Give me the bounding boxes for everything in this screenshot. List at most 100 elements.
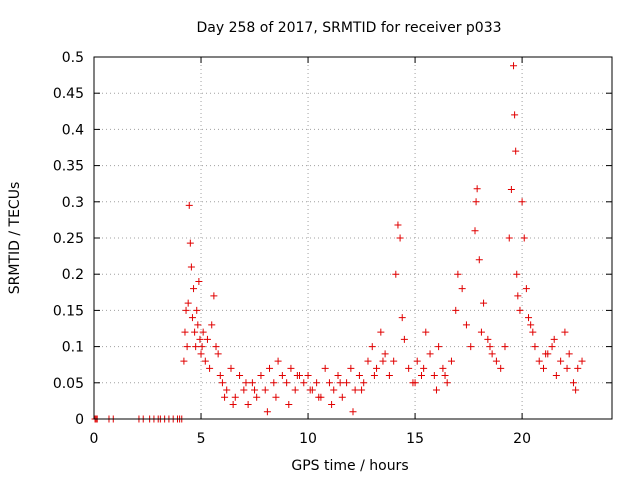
data-point — [513, 270, 521, 278]
data-point — [334, 372, 342, 380]
data-point — [313, 379, 321, 387]
data-point — [360, 379, 368, 387]
y-tick-label: 0.1 — [62, 340, 84, 356]
data-point — [535, 357, 543, 365]
data-point — [484, 335, 492, 343]
data-point — [435, 343, 443, 351]
data-point — [472, 198, 480, 206]
y-tick-label: 0.5 — [62, 50, 84, 66]
data-point — [454, 270, 462, 278]
data-point — [214, 350, 222, 358]
data-point — [364, 357, 372, 365]
data-point — [552, 372, 560, 380]
data-point — [328, 401, 336, 409]
data-point — [507, 185, 515, 193]
data-point — [392, 270, 400, 278]
data-point — [565, 350, 573, 358]
data-point — [441, 372, 449, 380]
data-point — [422, 328, 430, 336]
data-point — [300, 379, 308, 387]
x-tick-label: 0 — [90, 431, 99, 447]
data-point — [293, 372, 301, 380]
data-point — [430, 372, 438, 380]
data-point — [452, 306, 460, 314]
data-point — [385, 372, 393, 380]
data-point — [203, 335, 211, 343]
data-point — [400, 335, 408, 343]
data-point — [505, 234, 513, 242]
data-point — [190, 285, 198, 293]
data-point — [447, 357, 455, 365]
data-point — [488, 350, 496, 358]
data-point — [285, 401, 293, 409]
data-point — [522, 285, 530, 293]
data-point — [358, 386, 366, 394]
data-point — [475, 256, 483, 264]
data-point — [194, 321, 202, 329]
data-points — [91, 62, 586, 423]
data-point — [373, 364, 381, 372]
tick-labels: 0 0.05 0.1 0.15 0.2 0.25 0.3 0.35 0.4 0.45 0.5 0 5 10… — [53, 50, 531, 447]
data-point — [283, 379, 291, 387]
data-point — [531, 343, 539, 351]
data-point — [242, 379, 250, 387]
data-point — [180, 357, 188, 365]
y-tick-label: 0.3 — [62, 195, 84, 211]
data-point — [291, 386, 299, 394]
data-point — [321, 364, 329, 372]
data-point — [420, 364, 428, 372]
data-point — [405, 364, 413, 372]
data-point — [325, 379, 333, 387]
data-point — [511, 111, 519, 119]
data-point — [439, 364, 447, 372]
data-point — [231, 393, 239, 401]
data-point — [426, 350, 434, 358]
data-point — [529, 328, 537, 336]
axis-ticks — [93, 56, 612, 420]
data-point — [413, 357, 421, 365]
data-point — [417, 372, 425, 380]
data-point — [396, 234, 404, 242]
data-point — [443, 379, 451, 387]
data-point — [557, 357, 565, 365]
data-point — [343, 379, 351, 387]
data-point — [248, 379, 256, 387]
data-point — [379, 357, 387, 365]
data-point — [390, 357, 398, 365]
data-point — [240, 386, 248, 394]
y-tick-label: 0.45 — [53, 86, 84, 102]
data-point — [198, 343, 206, 351]
data-point — [394, 221, 402, 229]
data-point — [266, 364, 274, 372]
data-point — [381, 350, 389, 358]
data-point — [516, 306, 524, 314]
data-point — [458, 285, 466, 293]
data-point — [432, 386, 440, 394]
data-point — [578, 357, 586, 365]
data-point — [236, 372, 244, 380]
data-point — [186, 239, 194, 247]
data-point — [514, 292, 522, 300]
data-point — [527, 321, 535, 329]
data-point — [355, 372, 363, 380]
data-point — [542, 350, 550, 358]
data-point — [195, 277, 203, 285]
data-point — [272, 393, 280, 401]
data-point — [270, 379, 278, 387]
data-point — [411, 379, 419, 387]
data-point — [336, 379, 344, 387]
data-point — [192, 343, 200, 351]
data-point — [512, 147, 520, 155]
data-point — [501, 343, 509, 351]
data-point — [261, 386, 269, 394]
data-point — [210, 292, 218, 300]
data-point — [306, 386, 314, 394]
data-point — [244, 401, 252, 409]
data-point — [338, 393, 346, 401]
data-point — [540, 364, 548, 372]
data-point — [377, 328, 385, 336]
data-point — [196, 335, 204, 343]
chart-title: Day 258 of 2017, SRMTID for receiver p03… — [196, 20, 501, 36]
data-point — [561, 328, 569, 336]
